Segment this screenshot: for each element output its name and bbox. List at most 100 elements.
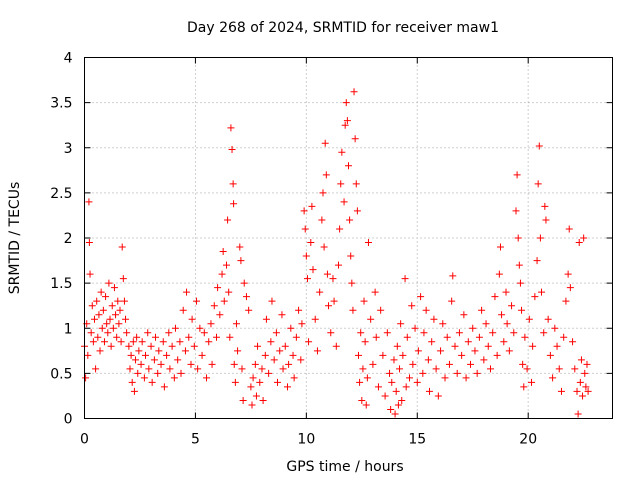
data-point: [97, 288, 105, 296]
data-point: [157, 360, 165, 368]
data-point: [408, 302, 416, 310]
data-point: [258, 365, 266, 373]
data-point: [100, 338, 108, 346]
data-point: [313, 347, 321, 355]
data-point: [471, 347, 479, 355]
data-point: [508, 302, 516, 310]
data-point: [557, 387, 565, 395]
data-point: [259, 396, 267, 404]
data-point: [94, 333, 102, 341]
data-point: [361, 338, 369, 346]
data-point: [230, 360, 238, 368]
data-point: [325, 302, 333, 310]
data-point: [125, 342, 133, 350]
data-point: [245, 306, 253, 314]
data-point: [353, 207, 361, 215]
data-point: [564, 270, 572, 278]
data-point: [103, 320, 111, 328]
data-point: [218, 270, 226, 278]
data-point: [583, 360, 591, 368]
data-point: [486, 365, 494, 373]
data-point: [298, 320, 306, 328]
data-point: [168, 342, 176, 350]
data-point: [119, 275, 127, 283]
data-points: [81, 88, 592, 418]
data-point: [207, 320, 215, 328]
data-point: [96, 347, 104, 355]
data-point: [553, 342, 561, 350]
data-point: [569, 338, 577, 346]
data-point: [541, 202, 549, 210]
data-point: [428, 338, 436, 346]
data-point: [549, 374, 557, 382]
data-point: [392, 387, 400, 395]
data-point: [236, 243, 244, 251]
data-point: [396, 365, 404, 373]
data-point: [571, 365, 579, 373]
data-point: [562, 297, 570, 305]
data-point: [473, 369, 481, 377]
data-point: [401, 275, 409, 283]
data-point: [514, 234, 522, 242]
data-point: [267, 338, 275, 346]
data-point: [290, 374, 298, 382]
data-point: [99, 306, 107, 314]
data-point: [521, 333, 529, 341]
data-point: [170, 374, 178, 382]
data-point: [229, 180, 237, 188]
data-point: [142, 351, 150, 359]
data-point: [147, 342, 155, 350]
data-point: [309, 266, 317, 274]
data-point: [171, 324, 179, 332]
data-point: [340, 198, 348, 206]
data-point: [484, 342, 492, 350]
data-point: [425, 387, 433, 395]
x-tick-label: 15: [408, 432, 426, 448]
data-point: [343, 117, 351, 125]
data-point: [84, 351, 92, 359]
data-point: [287, 324, 295, 332]
data-point: [113, 333, 121, 341]
data-point: [469, 324, 477, 332]
x-axis-label: GPS time / hours: [286, 459, 403, 475]
data-point: [238, 365, 246, 373]
chart-title: Day 268 of 2024, SRMTID for receiver maw…: [187, 20, 499, 36]
data-point: [231, 378, 239, 386]
data-point: [283, 383, 291, 391]
data-point: [367, 315, 375, 323]
data-point: [140, 374, 148, 382]
data-point: [467, 360, 475, 368]
data-point: [520, 383, 528, 391]
data-point: [256, 378, 264, 386]
data-point: [439, 320, 447, 328]
data-point: [434, 392, 442, 400]
data-point: [138, 338, 146, 346]
data-point: [542, 216, 550, 224]
data-point: [86, 270, 94, 278]
data-point: [116, 306, 124, 314]
data-point: [208, 360, 216, 368]
data-point: [464, 338, 472, 346]
data-point: [239, 396, 247, 404]
data-point: [349, 306, 357, 314]
data-point: [582, 383, 590, 391]
data-point: [110, 284, 118, 292]
data-point: [292, 333, 300, 341]
data-point: [391, 410, 399, 418]
data-point: [335, 261, 343, 269]
data-point: [85, 198, 93, 206]
data-point: [248, 401, 256, 409]
y-tick-label: 3.5: [50, 96, 72, 112]
data-point: [502, 288, 510, 296]
data-point: [449, 272, 457, 280]
x-tick-label: 20: [519, 432, 537, 448]
data-point: [363, 374, 371, 382]
data-point: [318, 216, 326, 224]
data-point: [359, 365, 367, 373]
data-point: [185, 333, 193, 341]
data-point: [323, 270, 331, 278]
data-point: [129, 338, 137, 346]
data-point: [307, 239, 315, 247]
data-point: [341, 121, 349, 129]
data-point: [406, 374, 414, 382]
